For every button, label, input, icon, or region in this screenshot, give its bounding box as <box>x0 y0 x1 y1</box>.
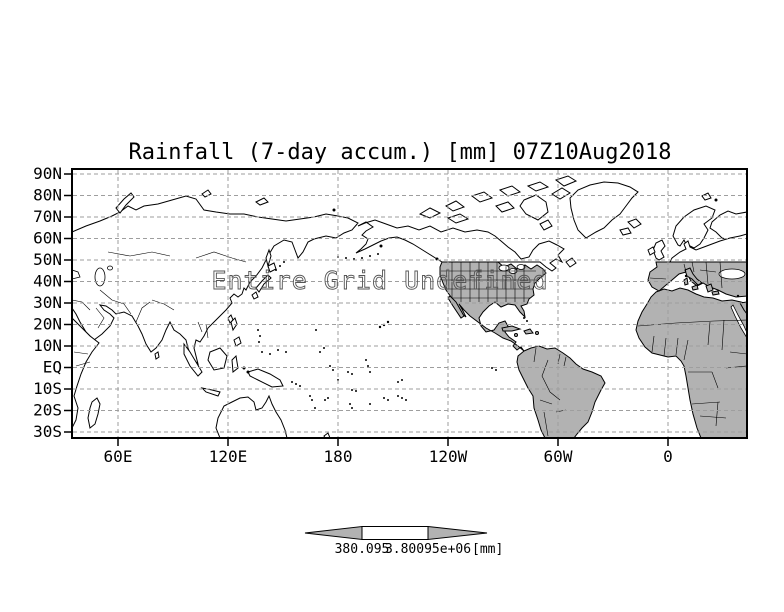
lon-label: 60E <box>104 447 133 466</box>
colorbar-left-label: 380.095 <box>335 542 390 557</box>
lat-label: EQ <box>43 358 62 377</box>
political-borders <box>73 251 746 437</box>
lat-label: 40N <box>33 272 62 291</box>
colorbar-right-label: 3.80095e+06 <box>385 542 471 557</box>
grid-undefined-overlay: Entire Grid Undefined <box>211 266 548 295</box>
lat-label: 60N <box>33 229 62 248</box>
lon-label: 0 <box>663 447 673 466</box>
colorbar-right-arrow <box>427 525 488 541</box>
lat-label: 80N <box>33 186 62 205</box>
colorbar-unit-label: [mm] <box>472 542 503 557</box>
land-layer <box>73 175 746 437</box>
lat-label: 20S <box>33 401 62 420</box>
lat-label: 10N <box>33 336 62 355</box>
lon-axis: 60E 120E 180 120W 60W 0 <box>104 438 673 466</box>
lon-label: 120E <box>209 447 248 466</box>
colorbar-left-arrow <box>304 525 363 541</box>
shaded-land <box>439 261 746 437</box>
graticule <box>73 170 746 437</box>
plot-title: Rainfall (7-day accum.) [mm] 07Z10Aug201… <box>128 140 671 165</box>
lon-label: 60W <box>544 447 573 466</box>
lat-label: 70N <box>33 207 62 226</box>
lat-label: 30N <box>33 293 62 312</box>
lat-label: 90N <box>33 164 62 183</box>
colorbar-mid-segment <box>361 526 429 540</box>
lat-label: 20N <box>33 315 62 334</box>
colorbar: 380.095 3.80095e+06 [mm] <box>304 525 503 557</box>
lat-axis: 90N 80N 70N 60N 50N 40N 30N 20N 10N EQ 1… <box>33 164 72 441</box>
lon-label: 180 <box>324 447 353 466</box>
lon-label: 120W <box>429 447 468 466</box>
lat-label: 30S <box>33 422 62 441</box>
lat-label: 50N <box>33 250 62 269</box>
lat-label: 10S <box>33 379 62 398</box>
